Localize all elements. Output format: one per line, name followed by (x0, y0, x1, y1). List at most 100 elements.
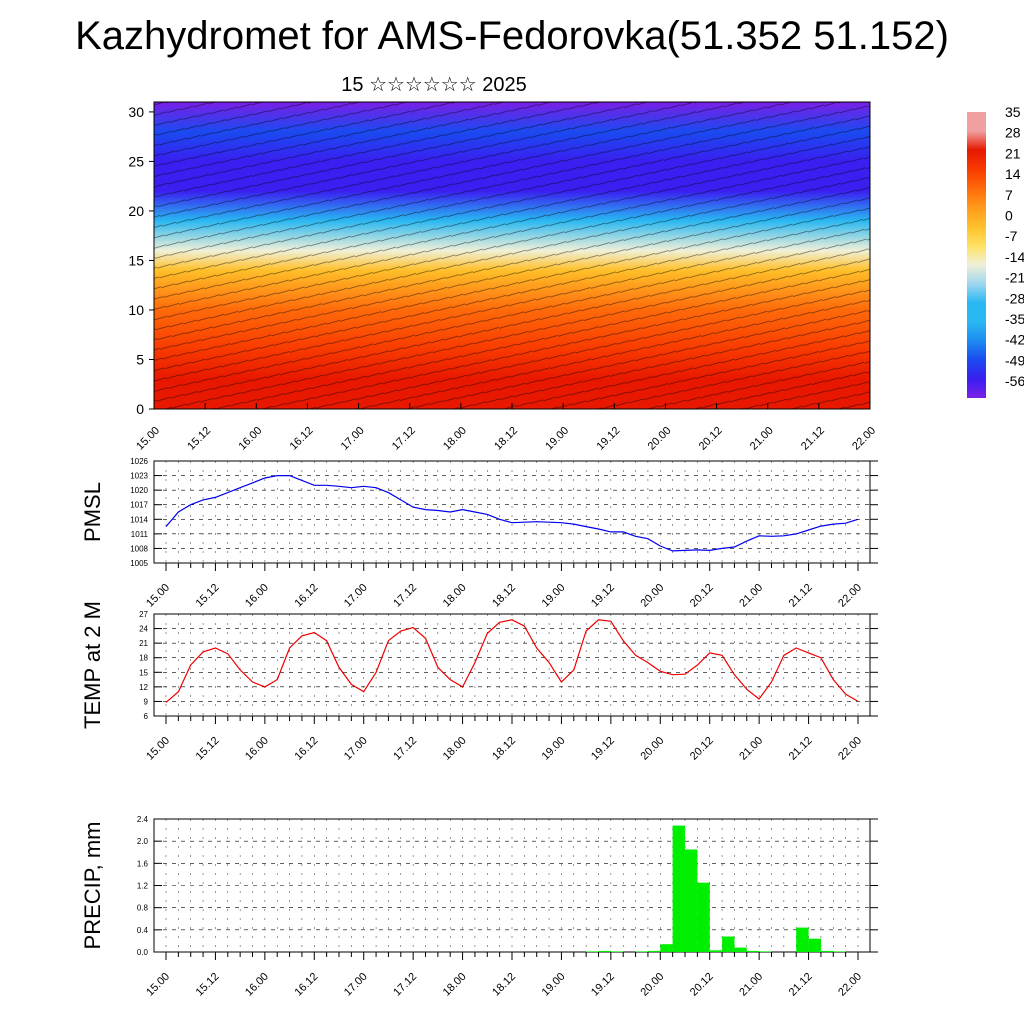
x-tick-label: 18.12 (492, 425, 520, 453)
x-tick-label: 18.00 (441, 735, 469, 763)
x-tick-label: 20.12 (688, 735, 716, 763)
colorbar-label: 14 (1005, 166, 1021, 182)
precip-bar (697, 882, 710, 952)
x-tick-label: 15.12 (194, 582, 222, 610)
y-tick-label: 1014 (130, 515, 148, 524)
y-axis-label: PRECIP, mm (80, 822, 105, 950)
x-tick-label: 20.00 (638, 582, 666, 610)
x-tick-label: 21.12 (787, 971, 815, 999)
x-tick-label: 18.12 (490, 582, 518, 610)
temperature-heatmap-panel: 0 5 10 15 20 25 30 15.00 15.12 16.00 16.12 17.00 17.… (128, 101, 878, 453)
x-tick-label: 16.00 (243, 971, 271, 999)
x-tick-label: 18.12 (490, 735, 518, 763)
x-tick-label: 19.12 (594, 425, 622, 453)
y-tick-label: 1026 (130, 457, 148, 466)
x-tick-label: 19.00 (543, 425, 571, 453)
x-tick-label: 18.00 (441, 425, 469, 453)
y-tick-label: 24 (139, 625, 148, 634)
colorbar-label: -56 (1005, 373, 1024, 389)
precip-bar (722, 936, 735, 952)
x-tick-label: 20.00 (638, 735, 666, 763)
precip-bar (660, 944, 673, 952)
precip-bar (746, 950, 760, 952)
wind-vector-field (154, 102, 870, 409)
colorbar-label: 7 (1005, 187, 1013, 203)
colorbar-label: -7 (1005, 228, 1018, 244)
x-tick-label: 20.12 (688, 971, 716, 999)
precip-bar (808, 938, 821, 952)
y-tick-label: 1.6 (137, 859, 149, 868)
plot-frame (153, 460, 871, 564)
colorbar-label: -49 (1005, 352, 1024, 368)
x-tick-label: 22.00 (836, 735, 864, 763)
colorbar-label: -21 (1005, 270, 1024, 286)
x-tick-label: 15.00 (144, 971, 172, 999)
temp-2m-panel: 6 9 12 15 18 21 24 27 15.00 15.12 16.00 16.12 17.00 1… (80, 601, 878, 763)
y-tick-label: 1.2 (137, 882, 149, 891)
temp-series-line (165, 619, 859, 703)
precip-bar (820, 950, 834, 952)
x-tick-label: 15.12 (194, 971, 222, 999)
x-tick-label: 22.00 (850, 425, 878, 453)
pmsl-series-line (165, 475, 859, 552)
x-tick-label: 19.00 (540, 971, 568, 999)
y-tick-label: 15 (128, 252, 144, 268)
x-tick-label: 21.12 (799, 425, 827, 453)
chart-title: Kazhydromet for AMS-Fedorovka(51.352 51.… (75, 14, 949, 58)
precip-bar (610, 951, 624, 952)
x-tick-label: 19.00 (540, 735, 568, 763)
y-tick-label: 20 (128, 203, 144, 219)
y-tick-label: 27 (139, 610, 148, 619)
x-tick-label: 21.12 (787, 735, 815, 763)
x-tick-label: 15.00 (144, 582, 172, 610)
precip-bar (796, 927, 809, 952)
x-tick-label: 15.12 (185, 425, 213, 453)
y-tick-label: 5 (136, 351, 144, 367)
x-tick-label: 21.00 (737, 582, 765, 610)
colorbar-label: 35 (1005, 104, 1021, 120)
x-tick-label: 17.00 (342, 582, 370, 610)
x-tick-label: 17.12 (391, 971, 419, 999)
x-tick-label: 22.00 (836, 582, 864, 610)
x-tick-label: 16.00 (236, 425, 264, 453)
x-tick-label: 15.00 (134, 425, 162, 453)
x-tick-label: 21.00 (748, 425, 776, 453)
x-tick-label: 16.12 (292, 735, 320, 763)
precip-panel: 0.0 0.4 0.8 1.2 1.6 2.0 2.4 15.00 15.12 16.00 16.1… (80, 815, 878, 999)
y-tick-label: 0.8 (137, 904, 149, 913)
precip-bar (759, 951, 772, 952)
precip-bar (647, 950, 661, 952)
x-tick-label: 15.00 (144, 735, 172, 763)
x-tick-label: 19.12 (589, 582, 617, 610)
x-tick-label: 19.12 (589, 735, 617, 763)
precip-bar (709, 950, 723, 952)
chart-subtitle: 15 ☆☆☆☆☆☆ 2025 (341, 74, 527, 96)
y-tick-label: 0.4 (137, 926, 149, 935)
x-tick-label: 20.12 (697, 425, 725, 453)
x-tick-label: 17.00 (342, 735, 370, 763)
colorbar-label: 28 (1005, 125, 1021, 141)
precip-bar (672, 825, 685, 952)
y-tick-label: 18 (139, 654, 148, 663)
x-tick-label: 17.12 (391, 582, 419, 610)
x-tick-label: 17.00 (342, 971, 370, 999)
x-tick-label: 16.12 (288, 425, 316, 453)
x-tick-label: 16.12 (292, 582, 320, 610)
precip-bar (685, 849, 698, 952)
y-tick-label: 9 (144, 697, 149, 706)
y-tick-label: 15 (139, 668, 148, 677)
y-tick-label: 25 (128, 153, 144, 169)
x-tick-label: 20.00 (638, 971, 666, 999)
y-tick-label: 10 (128, 302, 144, 318)
y-tick-label: 1008 (130, 544, 148, 553)
x-tick-label: 16.00 (243, 582, 271, 610)
x-tick-label: 21.12 (787, 582, 815, 610)
x-tick-label: 17.12 (390, 425, 418, 453)
y-axis-label: TEMP at 2 M (80, 601, 105, 729)
colorbar-label: 0 (1005, 208, 1013, 224)
colorbar: 35 28 21 14 7 0 -7 -14 -21 -28 -35 -42 -49 -56 (967, 104, 1024, 398)
colorbar-label: 21 (1005, 145, 1021, 161)
y-tick-label: 0 (136, 401, 144, 417)
x-tick-label: 21.00 (737, 735, 765, 763)
